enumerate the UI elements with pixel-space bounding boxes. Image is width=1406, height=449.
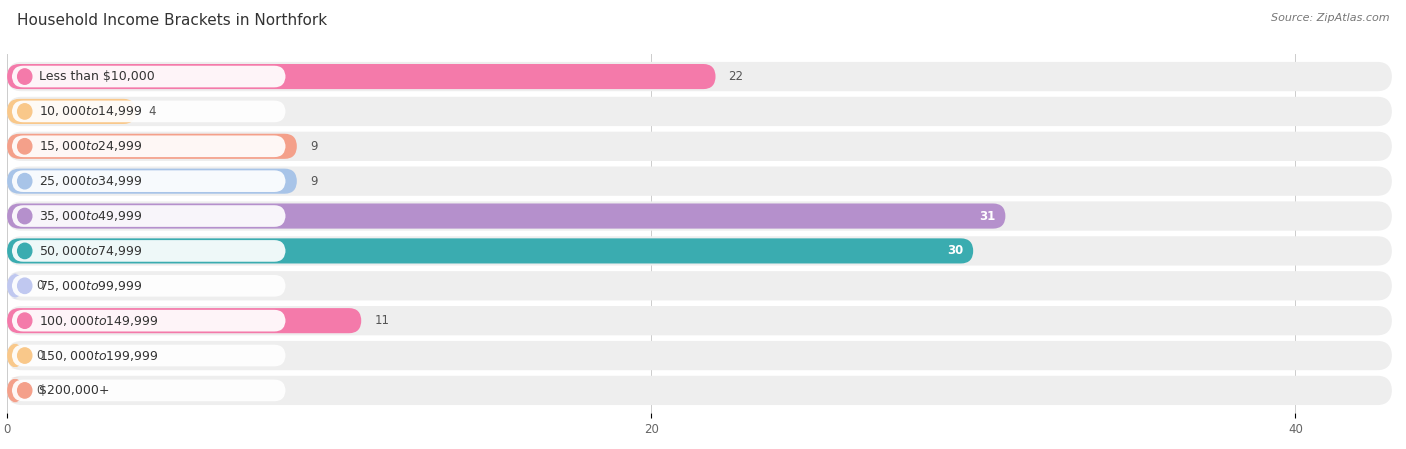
FancyBboxPatch shape: [11, 136, 285, 157]
Text: $15,000 to $24,999: $15,000 to $24,999: [39, 139, 143, 153]
Text: 11: 11: [374, 314, 389, 327]
FancyBboxPatch shape: [7, 99, 136, 124]
Circle shape: [18, 383, 32, 398]
Circle shape: [18, 348, 32, 363]
Circle shape: [18, 278, 32, 294]
Text: 0: 0: [37, 384, 44, 397]
FancyBboxPatch shape: [7, 203, 1005, 229]
Circle shape: [18, 139, 32, 154]
Text: 9: 9: [309, 175, 318, 188]
FancyBboxPatch shape: [11, 101, 285, 122]
Text: 9: 9: [309, 140, 318, 153]
Text: 30: 30: [948, 244, 963, 257]
Text: $100,000 to $149,999: $100,000 to $149,999: [39, 314, 159, 328]
Text: $150,000 to $199,999: $150,000 to $199,999: [39, 348, 159, 362]
Text: $25,000 to $34,999: $25,000 to $34,999: [39, 174, 143, 188]
FancyBboxPatch shape: [11, 379, 285, 401]
FancyBboxPatch shape: [7, 134, 297, 159]
Text: $35,000 to $49,999: $35,000 to $49,999: [39, 209, 143, 223]
FancyBboxPatch shape: [7, 132, 1392, 161]
Text: Household Income Brackets in Northfork: Household Income Brackets in Northfork: [17, 13, 328, 28]
FancyBboxPatch shape: [7, 308, 361, 333]
FancyBboxPatch shape: [7, 378, 22, 403]
Text: $75,000 to $99,999: $75,000 to $99,999: [39, 279, 143, 293]
Text: $10,000 to $14,999: $10,000 to $14,999: [39, 105, 143, 119]
Circle shape: [18, 173, 32, 189]
Text: 31: 31: [980, 210, 995, 223]
FancyBboxPatch shape: [7, 236, 1392, 265]
Text: $200,000+: $200,000+: [39, 384, 110, 397]
FancyBboxPatch shape: [7, 341, 1392, 370]
Text: 0: 0: [37, 279, 44, 292]
FancyBboxPatch shape: [7, 97, 1392, 126]
FancyBboxPatch shape: [11, 205, 285, 227]
FancyBboxPatch shape: [11, 240, 285, 262]
FancyBboxPatch shape: [7, 376, 1392, 405]
FancyBboxPatch shape: [7, 169, 297, 194]
FancyBboxPatch shape: [11, 170, 285, 192]
Text: Less than $10,000: Less than $10,000: [39, 70, 155, 83]
Text: 0: 0: [37, 349, 44, 362]
FancyBboxPatch shape: [7, 306, 1392, 335]
FancyBboxPatch shape: [11, 345, 285, 366]
FancyBboxPatch shape: [7, 238, 973, 264]
FancyBboxPatch shape: [7, 64, 716, 89]
Circle shape: [18, 208, 32, 224]
Text: Source: ZipAtlas.com: Source: ZipAtlas.com: [1271, 13, 1389, 23]
FancyBboxPatch shape: [11, 310, 285, 331]
FancyBboxPatch shape: [11, 275, 285, 297]
Circle shape: [18, 104, 32, 119]
Text: $50,000 to $74,999: $50,000 to $74,999: [39, 244, 143, 258]
Text: 4: 4: [149, 105, 156, 118]
FancyBboxPatch shape: [7, 273, 22, 298]
FancyBboxPatch shape: [11, 66, 285, 88]
FancyBboxPatch shape: [7, 343, 22, 368]
FancyBboxPatch shape: [7, 271, 1392, 300]
Circle shape: [18, 313, 32, 328]
FancyBboxPatch shape: [7, 202, 1392, 231]
FancyBboxPatch shape: [7, 167, 1392, 196]
Circle shape: [18, 69, 32, 84]
FancyBboxPatch shape: [7, 62, 1392, 91]
Circle shape: [18, 243, 32, 259]
Text: 22: 22: [728, 70, 744, 83]
